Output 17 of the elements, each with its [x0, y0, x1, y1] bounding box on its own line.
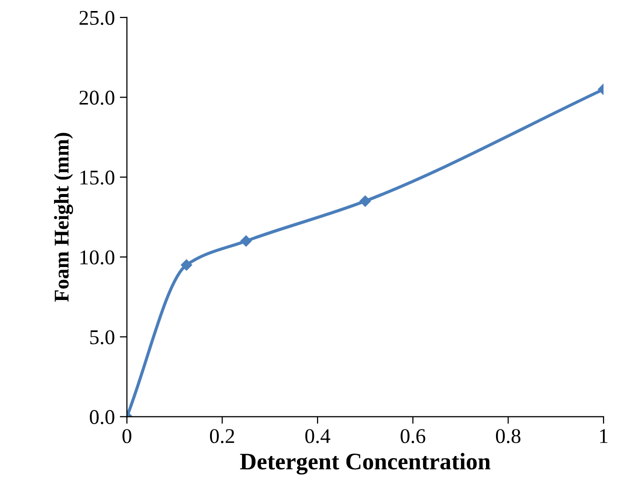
- point: [360, 195, 371, 207]
- point: [180, 259, 192, 271]
- y-tick-label: 20.0: [80, 90, 114, 105]
- y-tick-label: 5.0: [90, 330, 114, 344]
- y-tick-label: 10.0: [80, 250, 114, 265]
- x-tick-label: 0.6: [400, 429, 426, 444]
- x-axis-title: Detergent Concentration: [240, 452, 490, 475]
- y-axis-title: Foam Height (mm): [54, 132, 74, 302]
- x-tick-label: 1: [600, 429, 608, 443]
- y-tick-label: 0.0: [90, 410, 114, 424]
- x-tick-label: 0.4: [305, 429, 330, 444]
- y-tick-label: 15.0: [80, 170, 114, 185]
- x-tick-label: 0: [122, 429, 132, 444]
- x-tick-label: 0.2: [210, 429, 234, 444]
- point: [240, 235, 252, 247]
- y-tick-label: 25.0: [80, 10, 114, 25]
- x-tick-label: 0.8: [496, 429, 520, 444]
